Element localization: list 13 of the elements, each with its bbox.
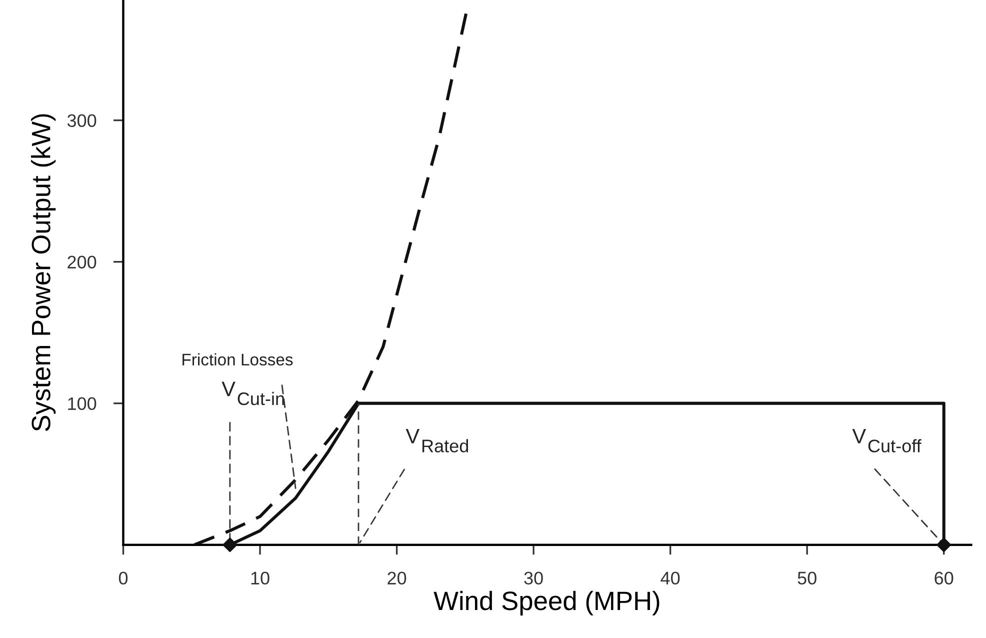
x-tick-label: 50 xyxy=(798,572,816,585)
x-tick-label: 60 xyxy=(934,572,954,585)
y-tick-label: 300 xyxy=(67,114,96,128)
x-tick-label: 10 xyxy=(251,572,270,585)
x-tick-label: 30 xyxy=(524,572,543,585)
x-tick-label: 20 xyxy=(388,572,406,585)
x-tick-label: 40 xyxy=(660,572,680,585)
x-axis-title: Wind Speed (MPH) xyxy=(434,590,660,616)
x-tick-label: 0 xyxy=(118,572,128,585)
annotation: Friction Losses xyxy=(182,353,293,366)
y-tick-label: 100 xyxy=(68,397,96,410)
y-axis-title: System Power Output (kW) xyxy=(31,114,56,432)
y-tick-label: 200 xyxy=(68,256,96,269)
